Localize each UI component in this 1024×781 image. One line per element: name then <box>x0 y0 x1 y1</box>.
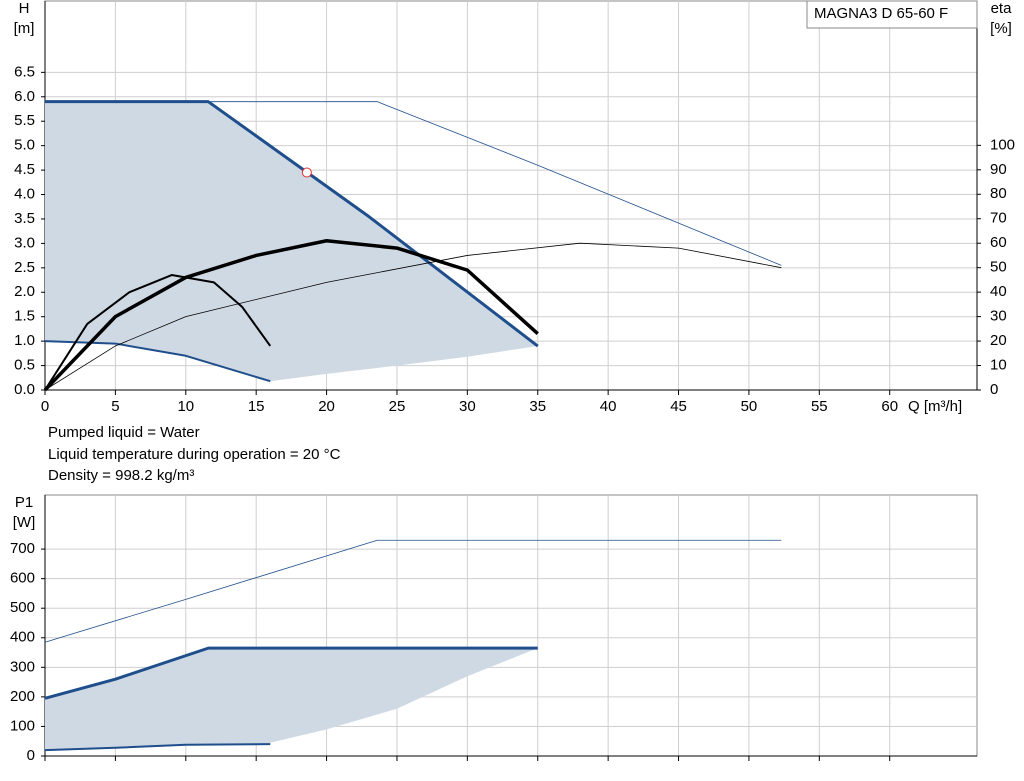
y-tick-label: 700 <box>10 540 35 557</box>
y-tick-label: 1.0 <box>14 332 35 349</box>
y-tick-label: 0 <box>27 747 35 764</box>
y-tick-label: 5.5 <box>14 112 35 129</box>
x-tick-label: 60 <box>881 398 898 415</box>
y2-tick-label: 90 <box>990 161 1007 178</box>
x-tick-label: 15 <box>248 398 265 415</box>
note: Density = 998.2 kg/m³ <box>48 467 194 484</box>
y2-tick-label: 100 <box>990 136 1015 153</box>
y-tick-label: 3.5 <box>14 210 35 227</box>
x-tick-label: 25 <box>389 398 406 415</box>
y2-tick-label: 40 <box>990 283 1007 300</box>
y-tick-label: 6.0 <box>14 88 35 105</box>
y-tick-label: 300 <box>10 658 35 675</box>
y-tick-label: 5.0 <box>14 137 35 154</box>
y-tick-label: 600 <box>10 570 35 587</box>
y-axis-label: H <box>19 0 30 17</box>
y2-tick-label: 30 <box>990 308 1007 325</box>
curve <box>44 242 782 391</box>
x-tick-label: 45 <box>670 398 687 415</box>
x-tick-label: 50 <box>741 398 758 415</box>
x-tick-label: 5 <box>111 398 119 415</box>
x-tick-label: 10 <box>177 398 194 415</box>
y-tick-label: 4.5 <box>14 161 35 178</box>
y-tick-label: 3.0 <box>14 234 35 251</box>
x-tick-label: 20 <box>318 398 335 415</box>
y2-tick-label: 80 <box>990 185 1007 202</box>
curve <box>43 239 539 392</box>
y-tick-label: 100 <box>10 717 35 734</box>
y-axis-unit: [W] <box>13 514 36 531</box>
curve <box>44 340 271 383</box>
x-axis-label: Q [m³/h] <box>908 398 962 415</box>
y-tick-label: 0.5 <box>14 357 35 374</box>
curve <box>44 646 538 700</box>
title-box <box>806 0 978 29</box>
curve <box>45 100 539 348</box>
chart-title: MAGNA3 D 65-60 F <box>814 5 948 22</box>
y2-tick-label: 70 <box>990 210 1007 227</box>
y-tick-label: 0.0 <box>14 381 35 398</box>
curve <box>44 539 782 643</box>
y-axis-unit: [m] <box>14 20 35 37</box>
curve <box>45 101 782 266</box>
y-tick-label: 6.5 <box>14 63 35 80</box>
y-tick-label: 2.5 <box>14 259 35 276</box>
y-tick-label: 200 <box>10 688 35 705</box>
y-tick-label: 2.0 <box>14 283 35 300</box>
curve <box>44 743 271 752</box>
x-tick-label: 55 <box>811 398 828 415</box>
operating-area <box>45 101 538 382</box>
y-tick-label: 1.5 <box>14 308 35 325</box>
y2-tick-label: 10 <box>990 357 1007 374</box>
y-tick-label: 4.0 <box>14 185 35 202</box>
note: Liquid temperature during operation = 20… <box>48 446 341 463</box>
x-tick-label: 0 <box>41 398 49 415</box>
note: Pumped liquid = Water <box>48 424 200 441</box>
y2-tick-label: 60 <box>990 234 1007 251</box>
x-tick-label: 30 <box>459 398 476 415</box>
curve <box>44 274 272 391</box>
operating-area <box>45 648 538 751</box>
y-tick-label: 500 <box>10 599 35 616</box>
y-axis-label: P1 <box>15 494 33 511</box>
y2-axis-label: eta <box>991 0 1013 17</box>
x-tick-label: 35 <box>529 398 546 415</box>
duty-point <box>301 167 312 178</box>
y2-axis-unit: [%] <box>990 20 1012 37</box>
y-tick-label: 400 <box>10 629 35 646</box>
y2-tick-label: 50 <box>990 259 1007 276</box>
y2-tick-label: 20 <box>990 332 1007 349</box>
y2-tick-label: 0 <box>990 381 998 398</box>
x-tick-label: 40 <box>600 398 617 415</box>
